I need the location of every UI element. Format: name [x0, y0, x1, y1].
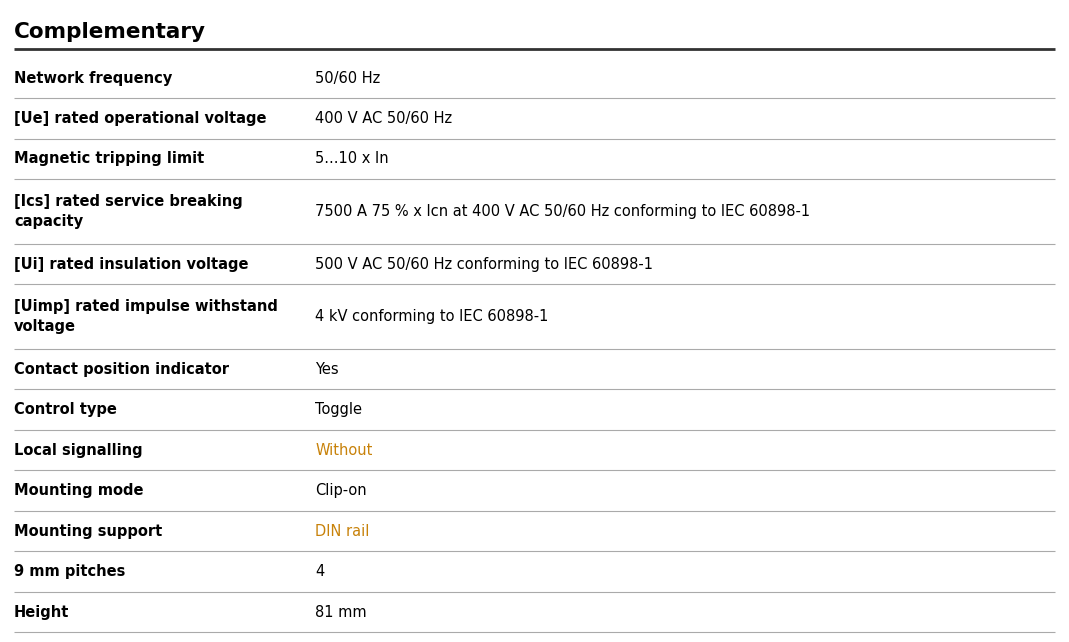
Text: 4 kV conforming to IEC 60898-1: 4 kV conforming to IEC 60898-1 [315, 309, 548, 324]
Text: Complementary: Complementary [14, 22, 206, 42]
Text: Control type: Control type [14, 403, 117, 417]
Text: Clip-on: Clip-on [315, 483, 367, 498]
Text: [Ui] rated insulation voltage: [Ui] rated insulation voltage [14, 257, 248, 272]
Text: Network frequency: Network frequency [14, 71, 172, 85]
Text: 50/60 Hz: 50/60 Hz [315, 71, 381, 85]
Text: Yes: Yes [315, 361, 339, 377]
Text: DIN rail: DIN rail [315, 524, 370, 539]
Text: Without: Without [315, 443, 373, 458]
Text: 5...10 x In: 5...10 x In [315, 152, 389, 166]
Text: 500 V AC 50/60 Hz conforming to IEC 60898-1: 500 V AC 50/60 Hz conforming to IEC 6089… [315, 257, 653, 272]
Text: 81 mm: 81 mm [315, 605, 367, 620]
Text: [Ue] rated operational voltage: [Ue] rated operational voltage [14, 111, 266, 126]
Text: [Ics] rated service breaking
capacity: [Ics] rated service breaking capacity [14, 194, 243, 229]
Text: 400 V AC 50/60 Hz: 400 V AC 50/60 Hz [315, 111, 452, 126]
Text: 4: 4 [315, 564, 325, 579]
Text: [Uimp] rated impulse withstand
voltage: [Uimp] rated impulse withstand voltage [14, 299, 278, 334]
Text: Mounting support: Mounting support [14, 524, 162, 539]
Text: 9 mm pitches: 9 mm pitches [14, 564, 125, 579]
Text: 7500 A 75 % x Icn at 400 V AC 50/60 Hz conforming to IEC 60898-1: 7500 A 75 % x Icn at 400 V AC 50/60 Hz c… [315, 204, 810, 219]
Text: Contact position indicator: Contact position indicator [14, 361, 229, 377]
Text: Height: Height [14, 605, 69, 620]
Text: Toggle: Toggle [315, 403, 362, 417]
Text: Local signalling: Local signalling [14, 443, 142, 458]
Text: Magnetic tripping limit: Magnetic tripping limit [14, 152, 204, 166]
Text: Mounting mode: Mounting mode [14, 483, 143, 498]
